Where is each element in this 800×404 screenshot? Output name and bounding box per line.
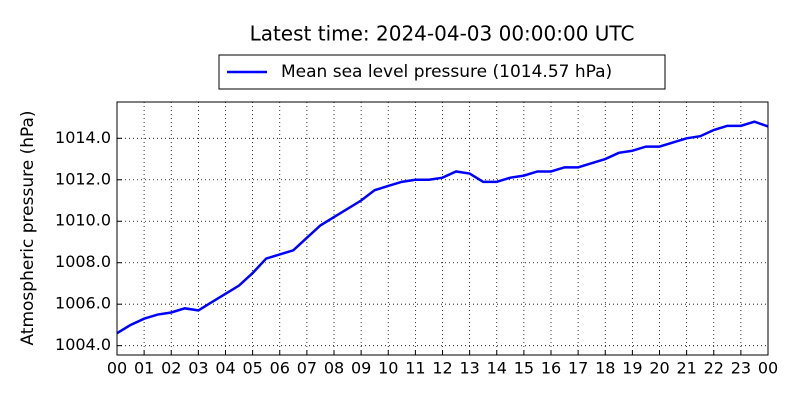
legend-box: [218, 54, 666, 90]
x-tick-label: 20: [649, 359, 669, 378]
x-tick-label: 08: [324, 359, 344, 378]
x-tick-label: 16: [541, 359, 561, 378]
legend-label: Mean sea level pressure (1014.57 hPa): [281, 62, 612, 82]
x-tick-label: 18: [595, 359, 615, 378]
x-tick-label: 02: [161, 359, 181, 378]
x-tick-label: 07: [297, 359, 317, 378]
x-tick-label: 15: [514, 359, 534, 378]
x-tick-label: 14: [487, 359, 507, 378]
x-tick-label: 10: [378, 359, 398, 378]
x-tick-label: 00: [107, 359, 127, 378]
x-tick-label: 21: [676, 359, 696, 378]
x-tick-label: 22: [704, 359, 724, 378]
y-tick-label: 1014.0: [55, 128, 111, 147]
x-tick-label: 06: [270, 359, 290, 378]
line-series: [116, 120, 769, 335]
y-tick-label: 1010.0: [55, 211, 111, 230]
x-tick-label: 03: [188, 359, 208, 378]
x-tick-label: 11: [405, 359, 425, 378]
y-tick-label: 1012.0: [55, 169, 111, 188]
y-tick-label: 1004.0: [55, 335, 111, 354]
y-tick-label: 1008.0: [55, 252, 111, 271]
x-tick-label: 17: [568, 359, 588, 378]
x-tick-label: 00: [758, 359, 778, 378]
chart-title: Latest time: 2024-04-03 00:00:00 UTC: [250, 22, 635, 46]
x-tick-label: 05: [242, 359, 262, 378]
x-tick-label: 23: [731, 359, 751, 378]
x-tick-label: 09: [351, 359, 371, 378]
x-tick-label: 01: [134, 359, 154, 378]
x-tick-label: 13: [459, 359, 479, 378]
x-tick-label: 04: [215, 359, 235, 378]
x-tick-label: 19: [622, 359, 642, 378]
x-tick-label: 12: [432, 359, 452, 378]
y-tick-label: 1006.0: [55, 294, 111, 313]
y-axis-label: Atmospheric pressure (hPa): [18, 110, 38, 345]
plot-frame: [116, 101, 769, 356]
